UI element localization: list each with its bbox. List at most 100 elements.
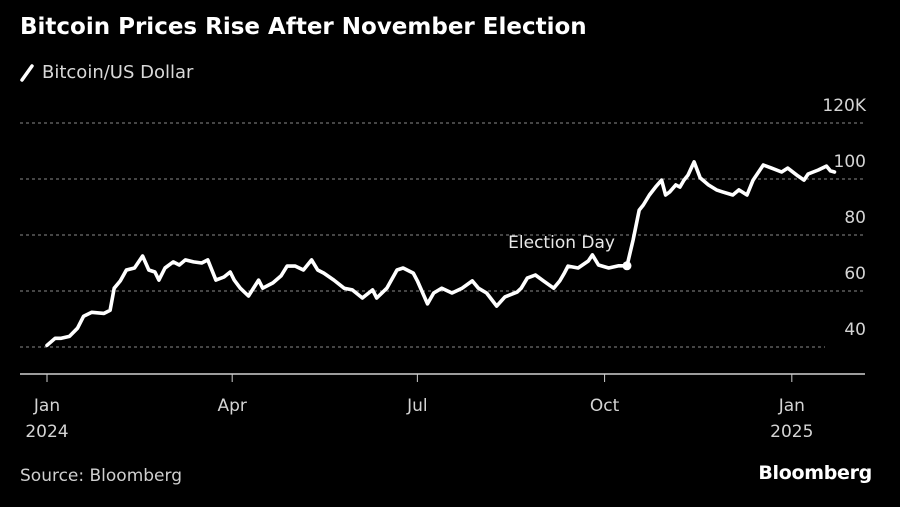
data-point xyxy=(239,287,242,290)
data-point xyxy=(576,266,580,270)
data-point xyxy=(371,288,374,292)
data-point xyxy=(562,272,566,276)
data-point xyxy=(322,271,325,275)
data-point xyxy=(770,166,773,170)
data-point xyxy=(737,188,741,192)
data-point xyxy=(426,302,429,306)
data-point xyxy=(102,312,106,315)
data-point xyxy=(310,258,313,262)
data-point xyxy=(228,270,232,274)
data-point xyxy=(558,279,562,283)
data-point xyxy=(184,258,187,262)
data-point xyxy=(412,271,415,275)
data-point xyxy=(796,174,800,178)
data-point xyxy=(351,288,354,292)
election-day-annotation: Election Day xyxy=(508,233,615,253)
data-point xyxy=(247,294,250,298)
data-point xyxy=(762,163,765,167)
x-tick-label: Jan xyxy=(33,396,60,416)
chart-title: Bitcoin Prices Rise After November Elect… xyxy=(20,14,587,40)
data-point xyxy=(53,337,57,340)
data-point xyxy=(192,260,195,264)
data-point xyxy=(261,287,264,290)
data-point xyxy=(108,309,112,312)
data-point xyxy=(233,278,236,282)
gridlines xyxy=(20,122,865,348)
data-point xyxy=(133,266,136,270)
data-point xyxy=(503,295,507,299)
data-point xyxy=(316,268,319,272)
data-point xyxy=(817,168,820,172)
data-point xyxy=(825,164,828,168)
data-point xyxy=(607,266,610,270)
data-point xyxy=(163,266,167,270)
data-point xyxy=(542,279,545,283)
data-point xyxy=(721,190,724,194)
data-point xyxy=(257,278,260,282)
legend: Bitcoin/US Dollar xyxy=(20,62,193,83)
data-point xyxy=(660,178,663,182)
data-point xyxy=(829,169,832,173)
x-tick-label: Apr xyxy=(217,396,246,416)
data-point xyxy=(802,178,806,182)
data-point xyxy=(566,264,570,268)
legend-label: Bitcoin/US Dollar xyxy=(42,62,194,83)
data-point xyxy=(715,188,718,192)
data-point xyxy=(780,170,783,174)
data-point xyxy=(332,278,336,282)
x-tick-year-label: 2024 xyxy=(25,422,68,442)
data-point xyxy=(686,173,690,177)
data-point xyxy=(692,160,696,164)
data-point xyxy=(668,190,671,194)
data-point xyxy=(597,263,600,267)
data-point xyxy=(682,178,686,182)
data-point xyxy=(90,311,93,314)
data-point xyxy=(294,264,297,268)
data-point xyxy=(495,304,498,308)
data-point xyxy=(552,287,555,290)
data-point xyxy=(534,273,537,277)
data-point xyxy=(178,263,181,267)
x-axis-ticks: Jan 2024 Apr Jul Oct Jan 2025 xyxy=(25,374,813,442)
data-point xyxy=(731,193,734,197)
source-note: Source: Bloomberg xyxy=(20,466,182,486)
y-tick-label: 40 xyxy=(844,320,866,340)
data-point xyxy=(125,268,128,272)
data-point xyxy=(485,291,488,295)
y-tick-label: 80 xyxy=(844,208,866,228)
x-tick-label: Jul xyxy=(406,396,428,416)
data-point xyxy=(385,287,389,290)
data-point xyxy=(147,268,150,272)
data-point xyxy=(361,296,364,300)
data-point xyxy=(515,290,519,294)
data-point xyxy=(214,278,218,282)
data-point xyxy=(678,185,682,189)
data-point xyxy=(279,274,283,278)
data-point xyxy=(285,264,289,268)
data-point xyxy=(699,176,702,180)
data-point xyxy=(654,185,657,189)
data-point xyxy=(119,279,122,283)
data-point xyxy=(157,278,161,282)
data-point xyxy=(375,296,378,300)
data-point xyxy=(786,166,789,170)
data-point xyxy=(206,258,209,262)
data-point xyxy=(460,287,464,290)
x-tick-label: Jan xyxy=(778,396,805,416)
data-point xyxy=(222,275,226,279)
data-point xyxy=(526,276,529,280)
data-point xyxy=(642,203,645,207)
data-point xyxy=(617,264,621,267)
data-point xyxy=(112,287,116,290)
data-point xyxy=(141,254,144,258)
data-point xyxy=(153,270,157,274)
x-tick-label: Oct xyxy=(590,396,620,416)
data-point xyxy=(450,291,454,295)
data-point xyxy=(432,291,435,295)
y-tick-label: 120K xyxy=(822,96,866,116)
data-point xyxy=(440,287,443,290)
data-point xyxy=(171,260,175,264)
data-point xyxy=(519,287,523,290)
data-point xyxy=(806,172,810,176)
